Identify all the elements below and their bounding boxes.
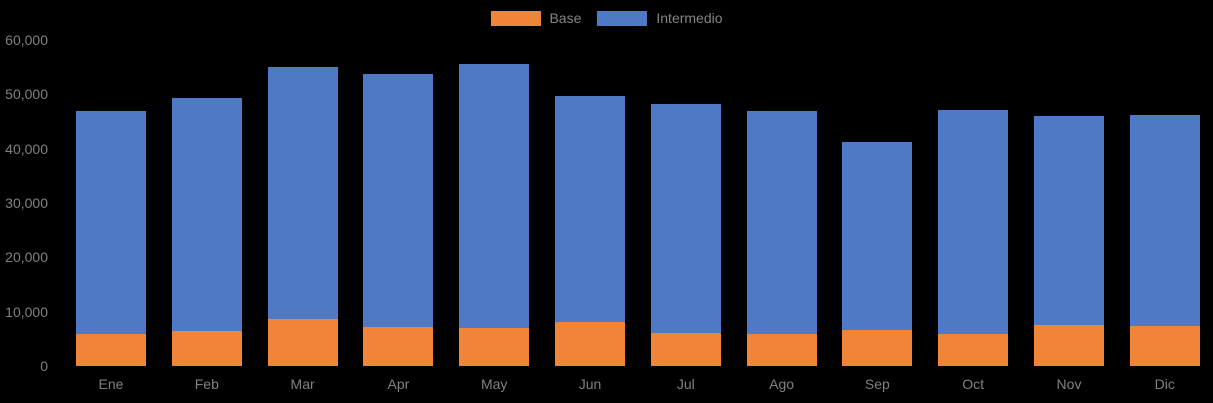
legend: Base Intermedio [490, 10, 723, 26]
bar-segment-intermedio-feb [171, 98, 242, 331]
bar-segment-base-dic [1129, 325, 1200, 366]
y-tick-label: 50,000 [5, 86, 48, 103]
x-tick-label-apr: Apr [387, 376, 410, 392]
x-tick-label-jul: Jul [676, 376, 695, 392]
legend-item-intermedio: Intermedio [597, 10, 723, 26]
bar-segment-intermedio-apr [363, 74, 434, 328]
bar-segment-base-may [459, 327, 530, 366]
x-tick-label-mar: Mar [290, 376, 315, 392]
x-tick-label-jun: Jun [578, 376, 602, 392]
bar-segment-intermedio-ene [76, 111, 146, 335]
x-tick-label-dic: Dic [1154, 376, 1175, 392]
bar-segment-intermedio-mar [267, 67, 338, 320]
bar-segment-base-oct [938, 333, 1009, 366]
y-tick-label: 40,000 [5, 140, 48, 157]
bar-segment-intermedio-may [459, 63, 530, 328]
bar-segment-intermedio-jun [555, 95, 625, 322]
bar-segment-base-feb [171, 330, 242, 366]
bar-segment-base-ene [76, 334, 146, 366]
bar-segment-base-nov [1034, 324, 1104, 366]
legend-swatch-base [490, 10, 541, 26]
y-tick-label: 0 [40, 358, 48, 374]
bar-segment-intermedio-ago [746, 111, 817, 334]
x-tick-label-may: May [480, 376, 508, 392]
legend-label-base: Base [549, 10, 582, 26]
bar-segment-intermedio-nov [1034, 115, 1104, 325]
bar-segment-intermedio-jul [650, 103, 721, 334]
legend-swatch-intermedio [597, 10, 648, 26]
bar-segment-intermedio-dic [1129, 114, 1200, 326]
legend-label-intermedio: Intermedio [656, 10, 723, 26]
x-tick-label-oct: Oct [962, 376, 985, 392]
bar-segment-intermedio-oct [938, 109, 1009, 334]
x-tick-label-feb: Feb [194, 376, 219, 392]
y-tick-label: 30,000 [5, 195, 48, 211]
x-tick-label-nov: Nov [1056, 376, 1082, 392]
bar-segment-base-jun [555, 321, 625, 366]
x-tick-label-ene: Ene [98, 376, 124, 392]
bar-segment-base-sep [842, 330, 913, 366]
y-tick-label: 20,000 [5, 249, 48, 266]
bar-segment-base-jul [650, 333, 721, 366]
bar-segment-base-ago [746, 333, 817, 366]
x-tick-label-ago: Ago [769, 376, 795, 392]
bar-segment-intermedio-sep [842, 142, 913, 331]
legend-item-base: Base [490, 10, 581, 26]
y-tick-label: 60,000 [5, 32, 48, 48]
bar-segment-base-apr [363, 327, 434, 366]
x-tick-label-sep: Sep [864, 376, 890, 392]
bar-segment-base-mar [267, 319, 338, 366]
y-tick-label: 10,000 [5, 303, 48, 320]
